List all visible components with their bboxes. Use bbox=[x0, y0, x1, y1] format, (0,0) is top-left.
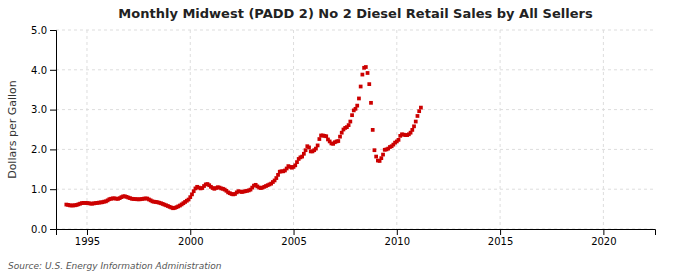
data-point bbox=[317, 137, 321, 141]
y-tick-label: 5.0 bbox=[31, 25, 47, 36]
x-tick-mark bbox=[190, 229, 191, 235]
data-point bbox=[364, 65, 368, 69]
grid-line-y bbox=[56, 69, 655, 70]
grid-line-x bbox=[500, 30, 501, 229]
data-point bbox=[293, 163, 297, 167]
y-tick: 4.0 bbox=[31, 65, 56, 76]
data-point bbox=[355, 104, 359, 108]
grid-line-x bbox=[293, 30, 294, 229]
x-tick-label: 2020 bbox=[591, 236, 616, 247]
grid-line-y bbox=[56, 149, 655, 150]
x-axis: 1995 2000 2005 2010 2015 2020 bbox=[57, 229, 656, 247]
grid-line-y bbox=[56, 189, 655, 190]
data-point bbox=[371, 128, 375, 132]
data-point bbox=[374, 155, 378, 159]
data-point bbox=[302, 152, 306, 156]
data-point bbox=[307, 146, 311, 150]
data-point bbox=[359, 85, 363, 89]
data-point bbox=[381, 153, 385, 157]
y-tick-mark bbox=[50, 30, 56, 31]
title: Monthly Midwest (PADD 2) No 2 Diesel Ret… bbox=[118, 6, 593, 21]
data-point bbox=[324, 134, 328, 138]
y-tick-label: 2.0 bbox=[31, 144, 47, 155]
y-tick-mark bbox=[50, 70, 56, 71]
data-point bbox=[410, 128, 414, 132]
y-tick-mark bbox=[50, 189, 56, 190]
x-tick-label: 2005 bbox=[281, 236, 306, 247]
data-point bbox=[348, 120, 352, 124]
y-tick-label: 3.0 bbox=[31, 104, 47, 115]
x-axis-line bbox=[57, 230, 656, 236]
x-tick-mark bbox=[294, 229, 295, 235]
data-point bbox=[276, 173, 280, 177]
data-point bbox=[417, 109, 421, 113]
grid-line-x bbox=[396, 30, 397, 229]
x-tick: 2005 bbox=[281, 229, 306, 247]
y-tick: 1.0 bbox=[31, 184, 56, 195]
grid bbox=[56, 30, 655, 229]
data-point bbox=[379, 156, 383, 160]
x-tick-mark bbox=[500, 229, 501, 235]
data-point bbox=[369, 101, 373, 105]
y-axis-title: Dollars per Gallon bbox=[6, 80, 19, 179]
data-point bbox=[367, 82, 371, 86]
data-point bbox=[373, 148, 377, 152]
data-point bbox=[190, 193, 194, 197]
grid-line-x bbox=[603, 30, 604, 229]
x-tick-label: 1995 bbox=[75, 236, 100, 247]
data-point bbox=[340, 131, 344, 135]
y-tick-mark bbox=[50, 110, 56, 111]
x-tick: 2000 bbox=[178, 229, 203, 247]
data-point bbox=[274, 176, 278, 180]
x-tick-label: 2010 bbox=[385, 236, 410, 247]
data-point bbox=[347, 123, 351, 127]
data-point bbox=[304, 148, 308, 152]
data-point bbox=[412, 124, 416, 128]
x-tick: 2015 bbox=[488, 229, 513, 247]
x-tick-mark bbox=[87, 229, 88, 235]
x-tick: 1995 bbox=[75, 229, 100, 247]
y-tick: 5.0 bbox=[31, 25, 56, 36]
y-tick-label: 0.0 bbox=[31, 224, 47, 235]
data-point bbox=[338, 135, 342, 139]
plot-area bbox=[64, 65, 422, 210]
y-tick-label: 1.0 bbox=[31, 184, 47, 195]
y-axis-line bbox=[50, 31, 57, 230]
data-point bbox=[350, 113, 354, 117]
x-tick: 2010 bbox=[385, 229, 410, 247]
x-tick-mark bbox=[603, 229, 604, 235]
data-point bbox=[414, 120, 418, 124]
data-point bbox=[354, 107, 358, 111]
y-tick-mark bbox=[50, 229, 56, 230]
data-point bbox=[314, 147, 318, 151]
data-point bbox=[366, 71, 370, 75]
y-tick-label: 4.0 bbox=[31, 65, 47, 76]
chart: 1995 2000 2005 2010 2015 2020 0.0 1.0 2.0 3.0 4.0 5… bbox=[0, 0, 675, 275]
y-tick-mark bbox=[50, 149, 56, 150]
y-tick: 2.0 bbox=[31, 144, 56, 155]
x-tick-label: 2015 bbox=[488, 236, 513, 247]
grid-line-y bbox=[56, 30, 655, 31]
x-tick-label: 2000 bbox=[178, 236, 203, 247]
y-tick: 0.0 bbox=[31, 224, 56, 235]
y-tick: 3.0 bbox=[31, 104, 56, 115]
data-point bbox=[295, 160, 299, 164]
data-point bbox=[419, 106, 423, 110]
grid-line-x bbox=[86, 30, 87, 229]
x-tick-mark bbox=[397, 229, 398, 235]
x-tick: 2020 bbox=[591, 229, 616, 247]
data-point bbox=[316, 144, 320, 148]
data-point bbox=[416, 114, 420, 118]
data-point bbox=[336, 139, 340, 143]
source-note: Source: U.S. Energy Information Administ… bbox=[8, 261, 222, 271]
data-point bbox=[357, 97, 361, 101]
y-axis: 0.0 1.0 2.0 3.0 4.0 5.0 bbox=[31, 25, 56, 235]
data-point bbox=[397, 138, 401, 142]
data-point bbox=[361, 73, 365, 77]
